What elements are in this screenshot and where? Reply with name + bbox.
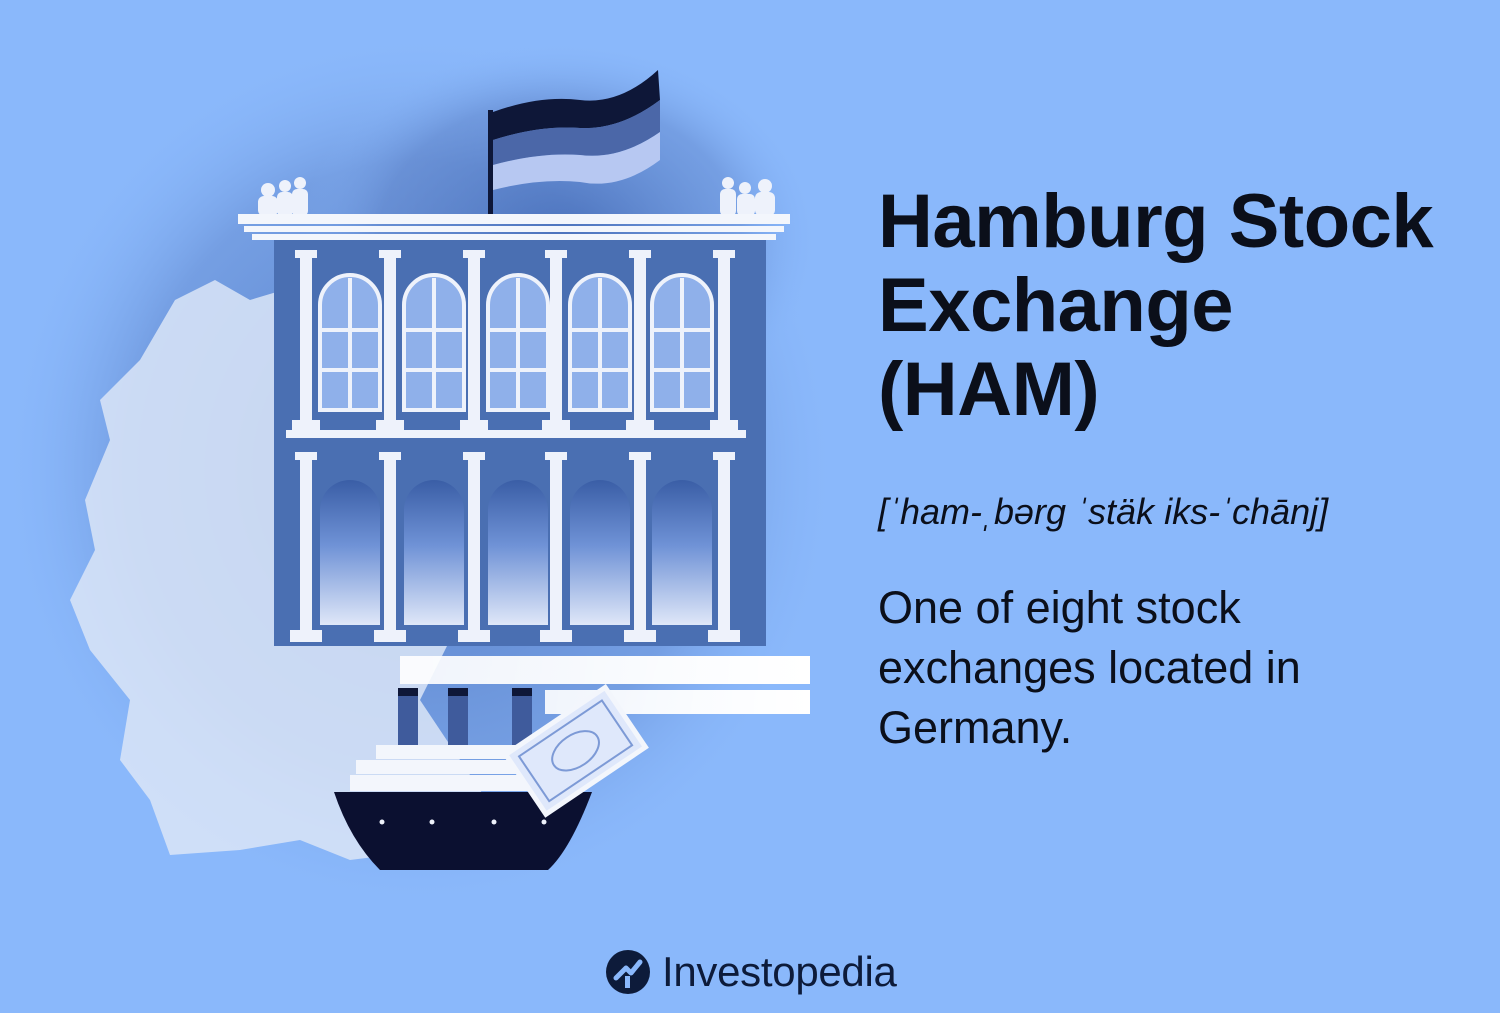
brand-logo: Investopedia: [604, 944, 897, 1000]
building-columns: [286, 250, 746, 642]
definition-text: One of eight stock exchanges located in …: [878, 582, 1301, 753]
ship: [334, 688, 592, 870]
brand-name: Investopedia: [662, 948, 897, 995]
rooftop-statues: [258, 177, 775, 216]
lower-arches: [320, 480, 712, 625]
page-title: Hamburg Stock Exchange (HAM): [878, 180, 1478, 432]
title-line: Exchange: [878, 263, 1234, 348]
ship-hull: [334, 792, 592, 870]
upper-windows: [318, 273, 714, 412]
banknote: [502, 683, 649, 818]
investopedia-logo-icon: [606, 950, 650, 994]
text-block: Hamburg Stock Exchange (HAM) [ˈham-ˌbərg…: [878, 180, 1478, 758]
pronunciation: [ˈham-ˌbərg ˈstäk iks-ˈchānj]: [878, 491, 1329, 532]
germany-flag: [488, 70, 660, 215]
title-line: (HAM): [878, 347, 1100, 432]
hamburg-exchange-illustration: [0, 30, 840, 910]
building-cornice: [238, 214, 790, 240]
title-line: Hamburg Stock: [878, 179, 1434, 264]
